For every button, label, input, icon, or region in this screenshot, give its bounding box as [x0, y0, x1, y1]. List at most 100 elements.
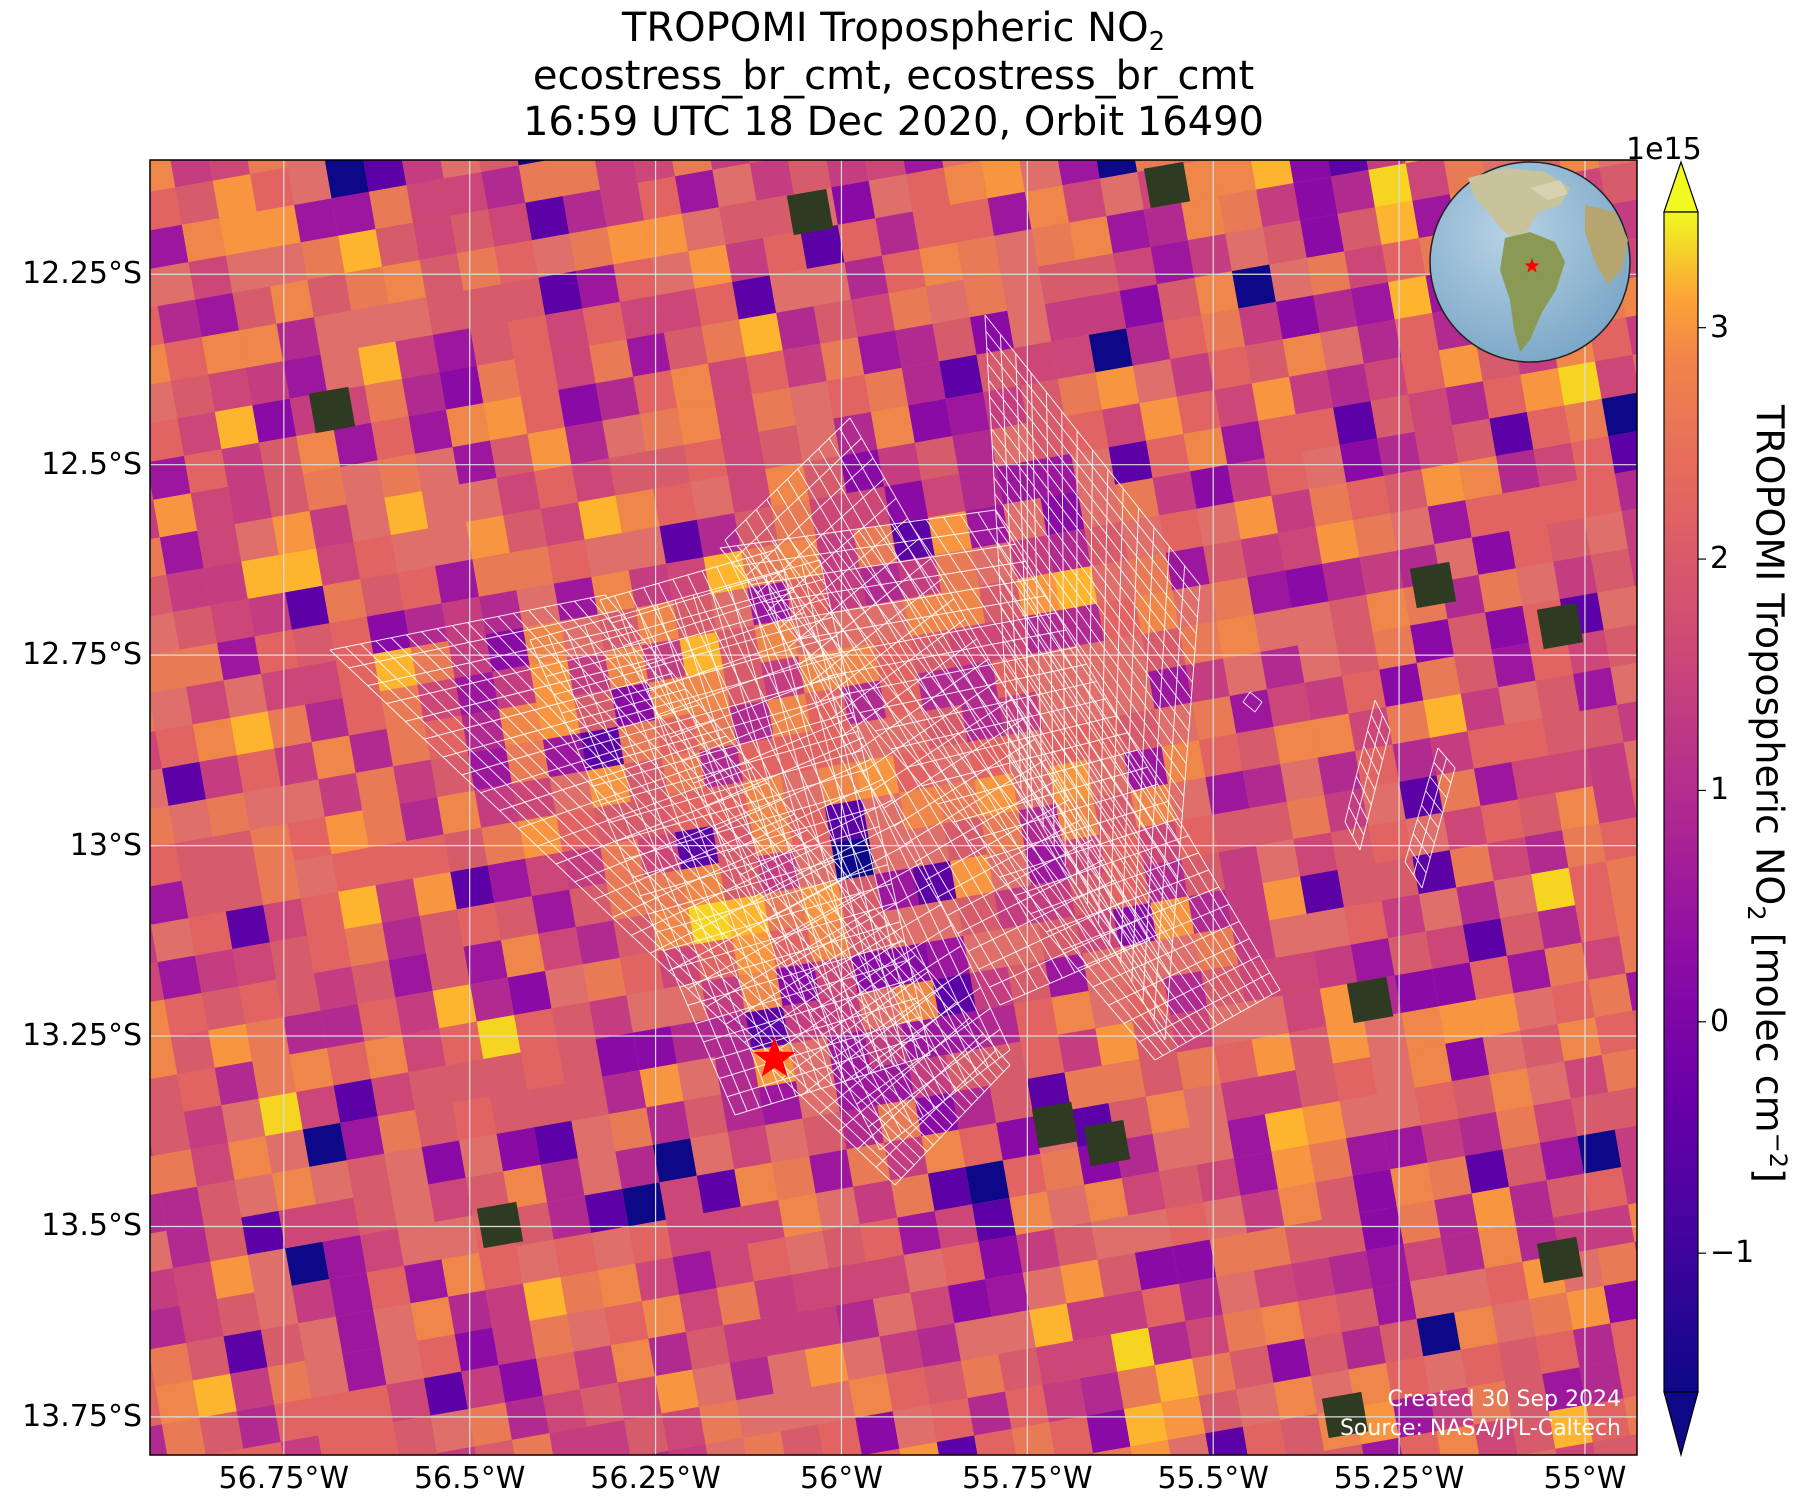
no2-pixel [1108, 440, 1153, 485]
footprint-swath-3 [599, 549, 1011, 1151]
lon-label: 56.75°W [218, 1461, 350, 1496]
no2-pixel [1308, 1138, 1353, 1183]
no2-pixel [945, 392, 990, 437]
no2-pixel [670, 1019, 715, 1064]
colorbar-tick-label: 2 [1710, 541, 1730, 577]
no2-pixel [439, 1021, 484, 1066]
no2-pixel [1390, 506, 1435, 551]
no2-pixel [172, 1261, 217, 1306]
no2-pixel [921, 1129, 966, 1174]
no2-pixel [842, 680, 887, 725]
no2-pixel [401, 1028, 446, 1073]
no2-pixel [1163, 315, 1208, 360]
no2-pixel [716, 625, 761, 670]
no2-pixel [1328, 160, 1369, 177]
no2-pixel [470, 321, 515, 366]
no2-pixel [1597, 585, 1637, 630]
no2-pixel [729, 1356, 774, 1401]
no2-pixel [1009, 535, 1054, 580]
no2-pixel [1617, 701, 1637, 743]
no2-pixel [432, 984, 477, 1029]
no2-pixel [415, 447, 460, 492]
no2-pixel [864, 160, 907, 181]
no2-pixel [1277, 1182, 1322, 1227]
no2-pixel [1013, 997, 1058, 1042]
site-star-marker [753, 1036, 796, 1077]
no2-pixel [567, 651, 612, 696]
no2-pixel [1293, 832, 1338, 877]
no2-pixel [155, 1380, 200, 1425]
no2-pixel [749, 160, 794, 201]
no2-pixel [329, 1272, 374, 1317]
lat-label: 13.25°S [22, 1018, 142, 1054]
no2-pixel [817, 1417, 862, 1455]
no2-pixel [1216, 1270, 1261, 1315]
no2-pixel [1601, 392, 1637, 437]
no2-pixel [749, 160, 768, 164]
masked-pixel [476, 1201, 524, 1249]
no2-pixel [1262, 220, 1307, 265]
no2-pixel [1293, 176, 1338, 221]
no2-pixel [1077, 484, 1122, 529]
no2-pixel [1542, 711, 1587, 756]
no2-pixel [910, 1285, 955, 1330]
no2-pixel [1062, 178, 1107, 223]
no2-pixel [1456, 880, 1501, 925]
no2-pixel [1212, 160, 1257, 197]
colorbar-tick-label: 0 [1710, 1003, 1730, 1039]
no2-pixel [1258, 414, 1303, 459]
no2-pixel [212, 174, 257, 219]
no2-pixel [811, 1380, 856, 1425]
no2-pixel [773, 1387, 818, 1432]
no2-pixel [1222, 1307, 1267, 1352]
no2-pixel [1482, 1030, 1527, 1075]
no2-pixel [1509, 524, 1554, 569]
no2-pixel [456, 902, 501, 947]
no2-pixel [150, 612, 180, 655]
no2-pixel [725, 238, 770, 283]
no2-pixel [1275, 295, 1320, 340]
no2-pixel [1038, 260, 1083, 305]
no2-pixel [1346, 1131, 1391, 1176]
no2-pixel [1057, 372, 1102, 417]
no2-pixel [379, 1340, 424, 1385]
no2-pixel [1526, 1061, 1571, 1106]
no2-pixel [855, 1411, 900, 1455]
lon-label: 55.5°W [1157, 1461, 1269, 1496]
no2-pixel [203, 1217, 248, 1262]
no2-pixel [863, 1448, 901, 1455]
no2-pixel [594, 160, 638, 190]
no2-pixel [254, 629, 299, 674]
no2-pixel [809, 493, 854, 538]
no2-pixel [150, 268, 158, 308]
no2-pixel [245, 1017, 290, 1062]
no2-pixel [1082, 290, 1127, 335]
no2-pixel [912, 205, 957, 250]
no2-pixel [1458, 456, 1503, 501]
no2-pixel [1082, 946, 1127, 991]
no2-pixel [373, 1303, 418, 1348]
no2-pixel [1238, 301, 1283, 346]
no2-pixel [646, 1100, 691, 1145]
no2-pixel [1284, 1219, 1329, 1264]
no2-pixel [1115, 478, 1160, 523]
no2-pixel [1606, 855, 1637, 899]
no2-pixel [1093, 1446, 1132, 1455]
no2-pixel [150, 1111, 191, 1156]
no2-pixel [727, 1125, 772, 1170]
no2-pixel [1306, 907, 1351, 952]
no2-pixel [604, 1301, 649, 1346]
no2-pixel [927, 1166, 972, 1212]
no2-pixel [534, 464, 579, 509]
no2-pixel [485, 1283, 530, 1328]
no2-pixel [150, 481, 154, 501]
no2-pixel [1414, 1081, 1459, 1126]
no2-pixel [1416, 1312, 1461, 1357]
no2-pixel [923, 1360, 968, 1405]
no2-pixel [635, 1257, 680, 1302]
no2-pixel [604, 645, 649, 690]
no2-pixel [1095, 1021, 1140, 1066]
no2-pixel [1511, 1411, 1556, 1455]
no2-pixel [1150, 240, 1195, 285]
no2-pixel [430, 1409, 475, 1454]
